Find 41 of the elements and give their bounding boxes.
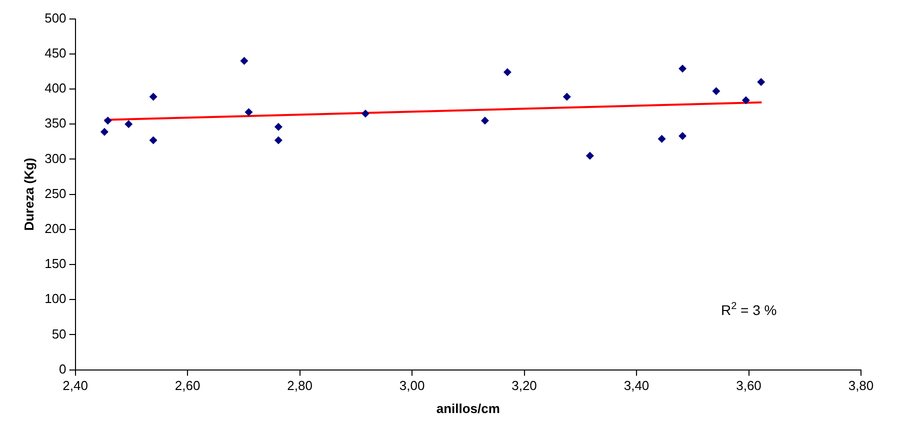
point: [658, 134, 666, 143]
y-axis-title: Dureza (Kg): [21, 158, 36, 231]
point: [104, 116, 112, 125]
x-tick-label: 3,00: [399, 378, 425, 394]
x-tick-label: 2,40: [62, 378, 88, 394]
x-tick-label: 3,80: [848, 378, 874, 394]
y-tick-label: 150: [44, 256, 66, 272]
point: [149, 136, 158, 144]
x-tick-label: 2,60: [174, 378, 200, 394]
x-tick-label: 3,40: [624, 378, 650, 394]
x-tick-label: 3,60: [736, 378, 762, 394]
y-tick-label: 450: [44, 45, 66, 60]
point: [586, 152, 594, 160]
point: [244, 108, 253, 116]
point: [480, 116, 489, 125]
point: [503, 68, 512, 76]
point: [678, 64, 687, 73]
y-tick-label: 0: [59, 361, 66, 376]
x-axis-title: anillos/cm: [436, 400, 500, 416]
point: [124, 120, 133, 128]
y-tick-label: 300: [44, 150, 66, 166]
point: [240, 56, 248, 65]
y-tick-label: 250: [44, 186, 66, 201]
y-tick-label: 50: [52, 326, 66, 342]
point: [678, 132, 687, 140]
point: [149, 92, 158, 101]
point: [757, 78, 766, 86]
y-tick-label: 350: [44, 116, 66, 131]
x-tick-label: 2,80: [287, 378, 312, 394]
y-tick-label: 200: [44, 220, 66, 236]
point: [100, 128, 108, 136]
y-tick-label: 400: [44, 80, 66, 96]
point: [274, 122, 282, 131]
point: [712, 87, 720, 96]
point: [742, 96, 750, 104]
point: [361, 110, 370, 118]
point: [274, 136, 282, 144]
x-tick-label: 3,20: [512, 378, 537, 394]
y-tick-label: 100: [44, 291, 66, 306]
y-tick-label: 500: [44, 10, 66, 26]
point: [562, 92, 571, 101]
